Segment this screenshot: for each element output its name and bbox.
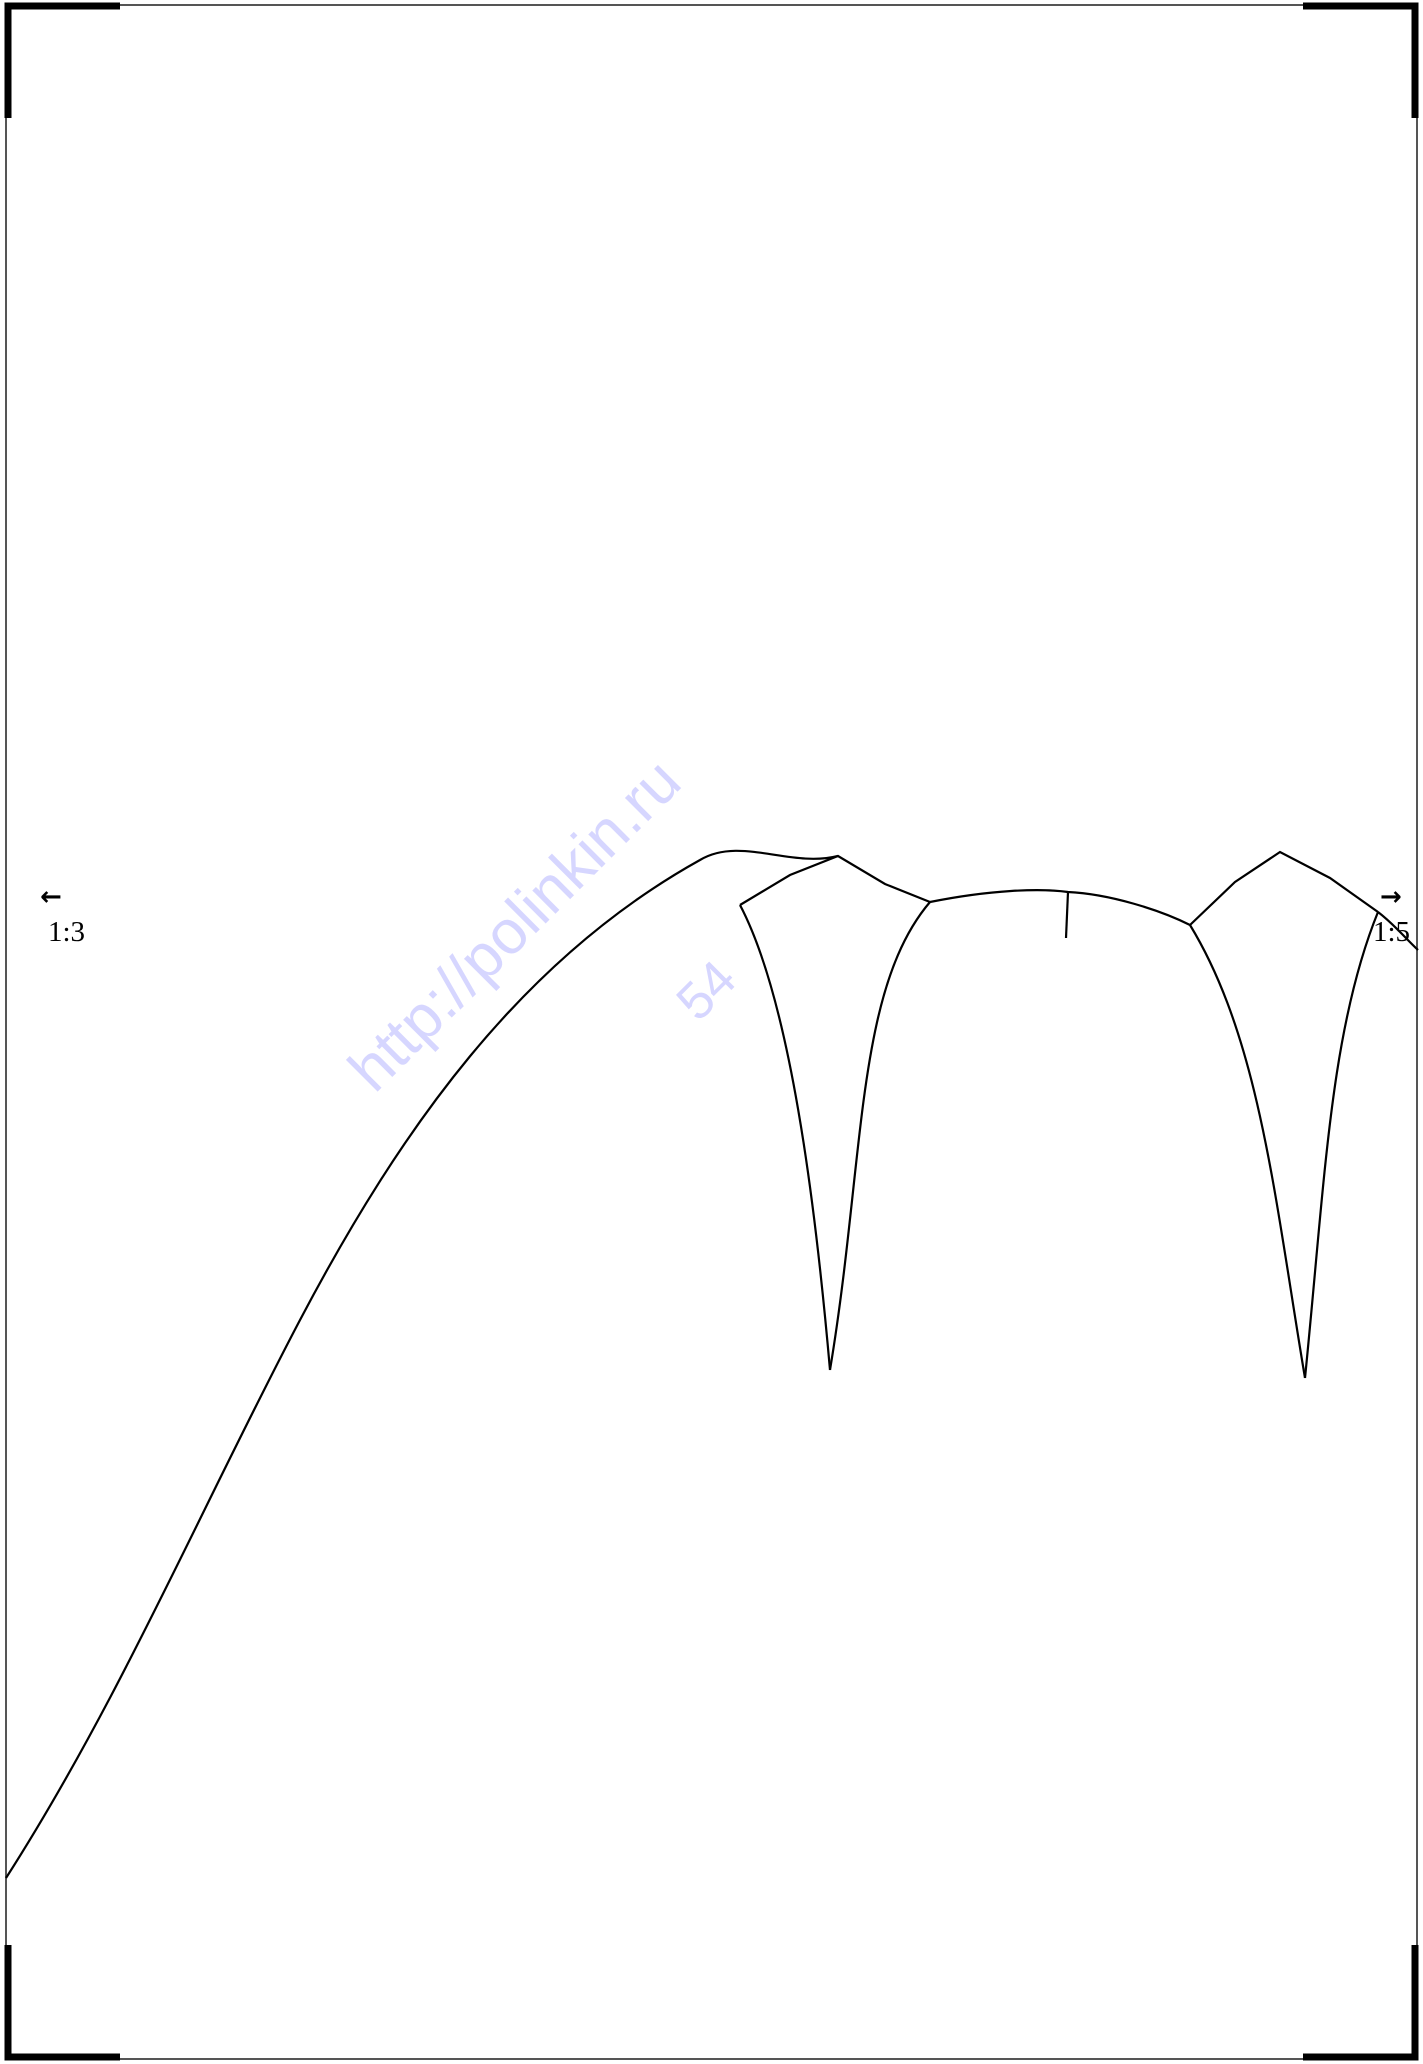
corner-mark-bottom-right bbox=[1303, 1945, 1419, 2061]
page-border bbox=[5, 4, 1418, 2060]
arrow-right-icon: → bbox=[1380, 882, 1402, 912]
pattern-curve-right bbox=[1377, 911, 1419, 951]
dart-2-left-leg bbox=[1189, 924, 1307, 1379]
marker-label-right: 1:5 bbox=[1373, 916, 1411, 948]
corner-mark-top-left bbox=[4, 2, 120, 118]
pattern-curve-left bbox=[5, 849, 839, 1879]
corner-marks bbox=[4, 2, 1419, 2061]
center-arc bbox=[929, 889, 1191, 926]
dart-1-left-leg bbox=[739, 904, 832, 1371]
dart-2-right-leg bbox=[1303, 911, 1380, 1379]
center-notch bbox=[1064, 891, 1070, 939]
marker-label-left: 1:3 bbox=[48, 916, 86, 948]
dart-1-top bbox=[739, 854, 931, 906]
dart-2-top bbox=[1189, 850, 1379, 926]
corner-mark-top-right bbox=[1303, 2, 1419, 118]
dart-1-right-leg bbox=[828, 901, 931, 1371]
arrow-left-icon: ← bbox=[40, 882, 62, 912]
corner-mark-bottom-left bbox=[4, 1945, 120, 2061]
